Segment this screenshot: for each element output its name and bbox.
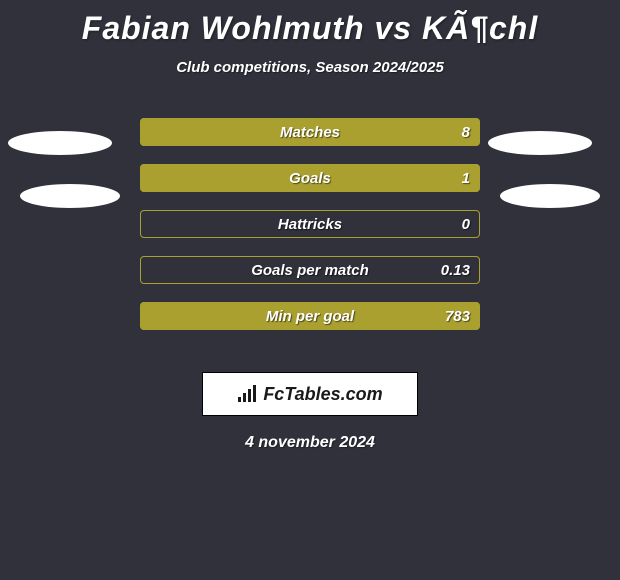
logo-label: FcTables.com [263, 384, 382, 405]
bar-label: Hattricks [140, 210, 480, 238]
title: Fabian Wohlmuth vs KÃ¶chl [0, 0, 620, 47]
stat-bar-row: Goals1 [140, 164, 480, 192]
stat-bar-row: Min per goal783 [140, 302, 480, 330]
bar-value: 783 [445, 302, 470, 330]
bar-label: Goals [140, 164, 480, 192]
stat-bar-row: Matches8 [140, 118, 480, 146]
bar-value: 0 [462, 210, 470, 238]
logo-box[interactable]: FcTables.com [202, 372, 418, 416]
subtitle: Club competitions, Season 2024/2025 [0, 59, 620, 76]
stat-bar-row: Hattricks0 [140, 210, 480, 238]
bar-label: Goals per match [140, 256, 480, 284]
date-text: 4 november 2024 [0, 434, 620, 452]
bar-label: Min per goal [140, 302, 480, 330]
stat-bar-row: Goals per match0.13 [140, 256, 480, 284]
bar-label: Matches [140, 118, 480, 146]
decoration-ellipse [488, 131, 592, 155]
logo-text: FcTables.com [237, 384, 382, 405]
bars-area: Matches8Goals1Hattricks0Goals per match0… [0, 118, 620, 358]
comparison-card: Fabian Wohlmuth vs KÃ¶chl Club competiti… [0, 0, 620, 452]
chart-icon [237, 385, 259, 403]
decoration-ellipse [20, 184, 120, 208]
bar-value: 0.13 [441, 256, 470, 284]
decoration-ellipse [8, 131, 112, 155]
bar-value: 8 [462, 118, 470, 146]
bar-value: 1 [462, 164, 470, 192]
decoration-ellipse [500, 184, 600, 208]
